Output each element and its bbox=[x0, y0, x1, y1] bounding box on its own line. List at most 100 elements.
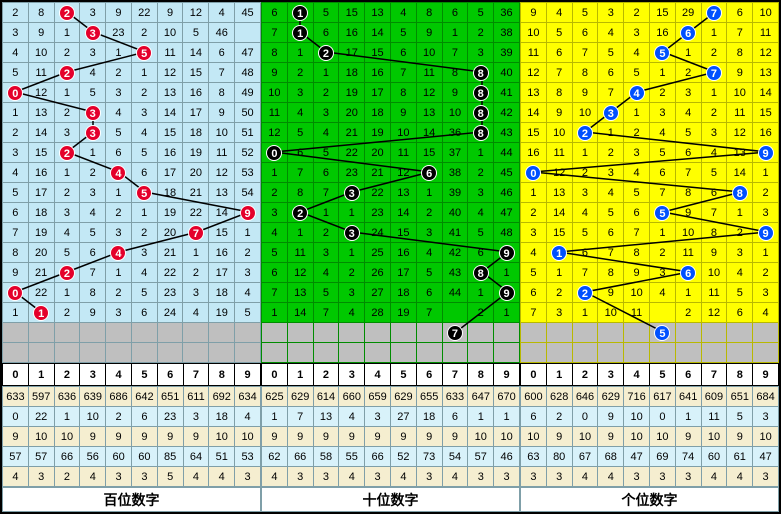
stat-cell: 7 bbox=[287, 407, 313, 427]
cell: 6 bbox=[416, 163, 442, 183]
cell: 12 bbox=[183, 3, 209, 23]
cell: 4 bbox=[624, 83, 650, 103]
cell: 4 bbox=[468, 203, 494, 223]
stat-cell: 636 bbox=[54, 387, 80, 407]
cell: 4 bbox=[105, 163, 131, 183]
stat-cell: 716 bbox=[624, 387, 650, 407]
cell: 14 bbox=[390, 203, 416, 223]
stat-cell: 2 bbox=[546, 407, 572, 427]
cell: 5 bbox=[624, 63, 650, 83]
cell: 8 bbox=[3, 243, 29, 263]
stat-cell: 611 bbox=[183, 387, 209, 407]
cell: 9 bbox=[546, 103, 572, 123]
cell: 45 bbox=[494, 163, 520, 183]
cell: 3 bbox=[649, 103, 675, 123]
cell: 5 bbox=[572, 223, 598, 243]
cell: 1 bbox=[416, 183, 442, 203]
cell: 4 bbox=[624, 43, 650, 63]
cell: 11 bbox=[727, 103, 753, 123]
cell: 1 bbox=[105, 183, 131, 203]
digit-header-cell: 9 bbox=[494, 364, 520, 386]
trend-ball: 9 bbox=[240, 205, 256, 221]
cell: 1 bbox=[54, 83, 80, 103]
hundreds-label: 百位数字 bbox=[2, 487, 261, 512]
stat-cell: 3 bbox=[313, 467, 339, 487]
cell: 22 bbox=[28, 283, 54, 303]
digit-header-cell: 6 bbox=[675, 364, 701, 386]
gray-cell bbox=[701, 323, 727, 343]
cell: 4 bbox=[546, 3, 572, 23]
cell: 7 bbox=[546, 63, 572, 83]
gray-cell bbox=[54, 323, 80, 343]
cell: 47 bbox=[235, 43, 261, 63]
stat-cell: 4 bbox=[80, 467, 106, 487]
cell: 1 bbox=[339, 203, 365, 223]
cell: 1 bbox=[313, 203, 339, 223]
cell: 9 bbox=[624, 263, 650, 283]
stat-cell: 3 bbox=[521, 467, 547, 487]
stat-cell: 2 bbox=[106, 407, 132, 427]
trend-ball: 5 bbox=[654, 325, 670, 341]
cell: 36 bbox=[442, 123, 468, 143]
trend-ball: 2 bbox=[318, 45, 334, 61]
cell: 6 bbox=[649, 163, 675, 183]
gray-cell bbox=[675, 323, 701, 343]
cell: 8 bbox=[416, 3, 442, 23]
cell: 12 bbox=[157, 63, 183, 83]
stat-cell: 10 bbox=[649, 427, 675, 447]
cell: 9 bbox=[753, 143, 779, 163]
cell: 1 bbox=[546, 243, 572, 263]
stat-cell: 74 bbox=[675, 447, 701, 467]
cell: 45 bbox=[235, 3, 261, 23]
gray-cell bbox=[3, 343, 29, 363]
cell: 2 bbox=[54, 263, 80, 283]
stat-cell: 3 bbox=[494, 467, 520, 487]
cell: 18 bbox=[365, 103, 391, 123]
stat-cell: 692 bbox=[209, 387, 235, 407]
panel-label-text: 个位数字 bbox=[521, 488, 779, 512]
cell: 11 bbox=[546, 143, 572, 163]
cell: 22 bbox=[157, 263, 183, 283]
cell: 2 bbox=[339, 263, 365, 283]
trend-ball: 9 bbox=[499, 285, 515, 301]
cell: 3 bbox=[105, 223, 131, 243]
gray-cell bbox=[546, 323, 572, 343]
cell: 7 bbox=[80, 263, 106, 283]
cell: 4 bbox=[235, 283, 261, 303]
cell: 5 bbox=[313, 3, 339, 23]
stat-cell: 66 bbox=[287, 447, 313, 467]
cell: 11 bbox=[416, 63, 442, 83]
trend-ball: 9 bbox=[758, 145, 774, 161]
cell: 43 bbox=[494, 123, 520, 143]
stat-cell: 1 bbox=[675, 407, 701, 427]
cell: 1 bbox=[572, 303, 598, 323]
cell: 2 bbox=[262, 183, 288, 203]
cell: 8 bbox=[262, 43, 288, 63]
stat-cell: 9 bbox=[157, 427, 183, 447]
cell: 1 bbox=[262, 303, 288, 323]
stat-cell: 9 bbox=[287, 427, 313, 447]
stat-cell: 625 bbox=[262, 387, 288, 407]
cell: 2 bbox=[598, 143, 624, 163]
cell: 4 bbox=[339, 303, 365, 323]
stat-cell: 670 bbox=[494, 387, 520, 407]
cell: 1 bbox=[54, 283, 80, 303]
stat-cell: 57 bbox=[468, 447, 494, 467]
cell: 9 bbox=[209, 103, 235, 123]
cell: 39 bbox=[442, 183, 468, 203]
cell: 1 bbox=[675, 43, 701, 63]
cell: 10 bbox=[598, 303, 624, 323]
cell: 14 bbox=[416, 123, 442, 143]
stat-cell: 628 bbox=[546, 387, 572, 407]
cell: 3 bbox=[753, 203, 779, 223]
trend-ball: 3 bbox=[85, 105, 101, 121]
trend-ball: 1 bbox=[292, 5, 308, 21]
cell: 7 bbox=[390, 63, 416, 83]
trend-ball: 3 bbox=[344, 225, 360, 241]
cell: 4 bbox=[701, 143, 727, 163]
cell: 2 bbox=[649, 83, 675, 103]
cell: 1 bbox=[649, 63, 675, 83]
cell: 3 bbox=[624, 23, 650, 43]
cell: 1 bbox=[131, 203, 157, 223]
cell: 3 bbox=[313, 243, 339, 263]
